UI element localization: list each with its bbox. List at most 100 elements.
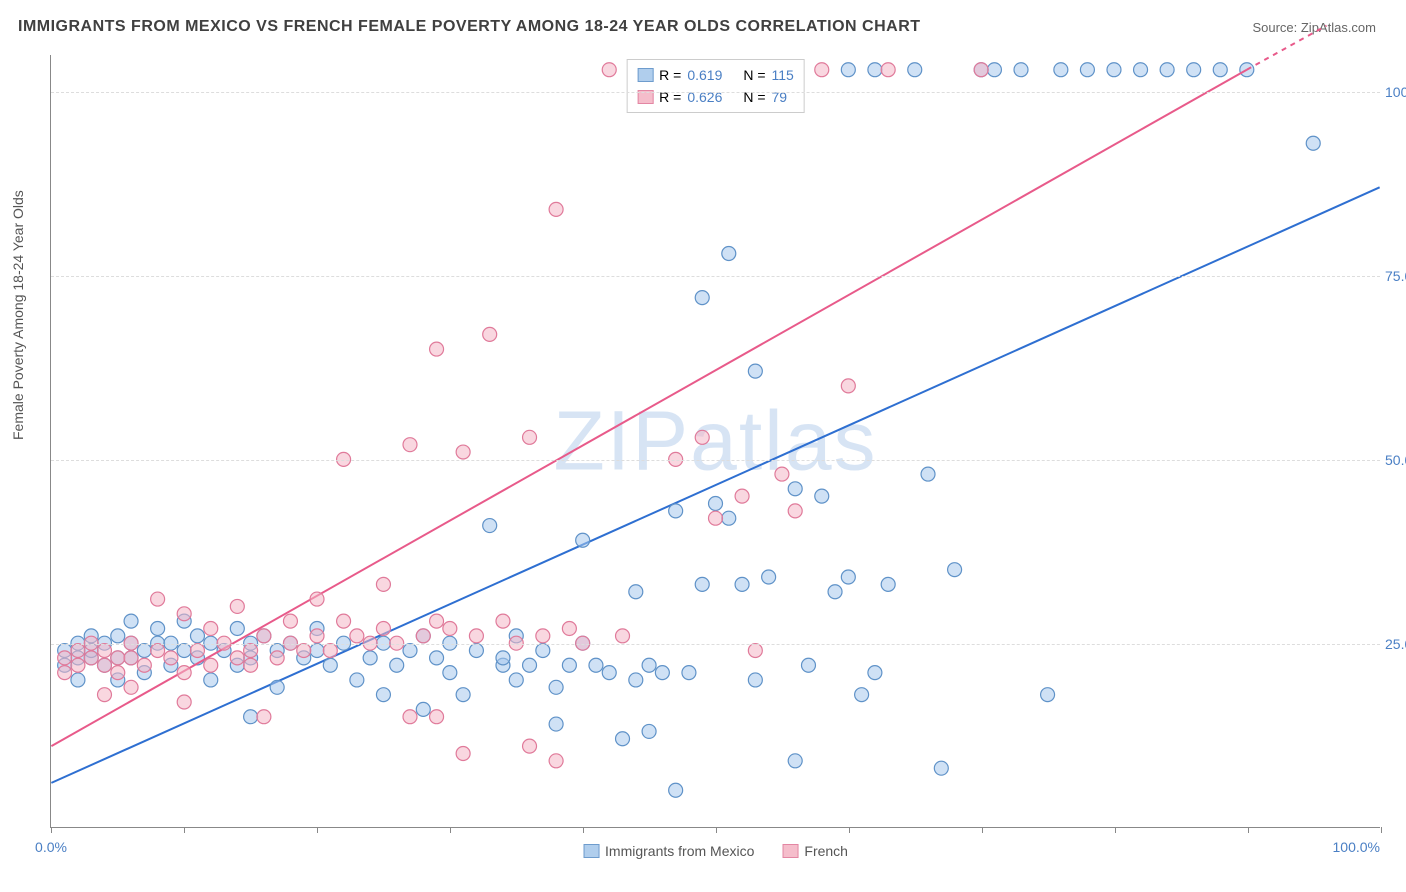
scatter-point (762, 570, 776, 584)
scatter-point (244, 644, 258, 658)
scatter-point (1306, 136, 1320, 150)
gridline-horizontal (51, 92, 1380, 93)
scatter-point (788, 482, 802, 496)
x-tick (317, 827, 318, 833)
gridline-horizontal (51, 644, 1380, 645)
scatter-point (536, 644, 550, 658)
scatter-point (403, 644, 417, 658)
scatter-point (124, 680, 138, 694)
scatter-point (523, 430, 537, 444)
scatter-point (788, 504, 802, 518)
scatter-point (1187, 63, 1201, 77)
scatter-point (443, 666, 457, 680)
scatter-point (111, 629, 125, 643)
scatter-point (71, 658, 85, 672)
scatter-point (124, 651, 138, 665)
x-tick (1381, 827, 1382, 833)
scatter-point (190, 629, 204, 643)
source-attribution: Source: ZipAtlas.com (1252, 20, 1376, 35)
scatter-point (602, 666, 616, 680)
scatter-point (815, 489, 829, 503)
scatter-point (137, 644, 151, 658)
scatter-point (921, 467, 935, 481)
scatter-point (430, 342, 444, 356)
scatter-point (310, 592, 324, 606)
scatter-point (1080, 63, 1094, 77)
legend-item-1: Immigrants from Mexico (583, 843, 754, 859)
scatter-point (177, 666, 191, 680)
scatter-point (1054, 63, 1068, 77)
scatter-point (456, 688, 470, 702)
scatter-point (549, 717, 563, 731)
scatter-point (549, 754, 563, 768)
scatter-point (244, 658, 258, 672)
n-label: N = (743, 86, 765, 108)
scatter-point (855, 688, 869, 702)
scatter-point (230, 651, 244, 665)
source-prefix: Source: (1252, 20, 1300, 35)
n-label: N = (743, 64, 765, 86)
scatter-point (801, 658, 815, 672)
y-tick-label: 100.0% (1385, 84, 1406, 100)
r-value-1: 0.619 (687, 64, 737, 86)
scatter-point (204, 673, 218, 687)
gridline-horizontal (51, 276, 1380, 277)
legend-swatch-bottom-1 (583, 844, 599, 858)
scatter-point (84, 651, 98, 665)
scatter-point (124, 614, 138, 628)
x-tick (849, 827, 850, 833)
r-label: R = (659, 64, 681, 86)
scatter-point (868, 63, 882, 77)
scatter-point (151, 644, 165, 658)
scatter-point (735, 489, 749, 503)
scatter-point (98, 688, 112, 702)
legend-row-series-2: R = 0.626 N = 79 (637, 86, 794, 108)
y-tick-label: 75.0% (1385, 268, 1406, 284)
scatter-point (722, 247, 736, 261)
scatter-point (841, 379, 855, 393)
scatter-point (655, 666, 669, 680)
legend-label-1: Immigrants from Mexico (605, 843, 754, 859)
x-axis-min-label: 0.0% (35, 839, 67, 855)
scatter-point (1041, 688, 1055, 702)
scatter-point (934, 761, 948, 775)
x-tick (1248, 827, 1249, 833)
scatter-point (722, 511, 736, 525)
scatter-point (204, 621, 218, 635)
scatter-point (430, 651, 444, 665)
scatter-point (111, 666, 125, 680)
y-tick-label: 50.0% (1385, 452, 1406, 468)
scatter-point (190, 644, 204, 658)
scatter-point (376, 577, 390, 591)
scatter-point (788, 754, 802, 768)
scatter-point (283, 614, 297, 628)
scatter-point (483, 519, 497, 533)
scatter-point (709, 511, 723, 525)
scatter-point (244, 710, 258, 724)
scatter-point (748, 673, 762, 687)
scatter-point (310, 644, 324, 658)
scatter-point (602, 63, 616, 77)
scatter-point (430, 710, 444, 724)
scatter-point (323, 644, 337, 658)
scatter-point (270, 651, 284, 665)
scatter-point (469, 629, 483, 643)
legend-item-2: French (782, 843, 848, 859)
scatter-point (416, 702, 430, 716)
x-tick (982, 827, 983, 833)
scatter-point (629, 673, 643, 687)
scatter-point (58, 666, 72, 680)
scatter-point (629, 585, 643, 599)
scatter-point (735, 577, 749, 591)
scatter-point (230, 621, 244, 635)
scatter-point (230, 599, 244, 613)
scatter-point (948, 563, 962, 577)
scatter-point (257, 629, 271, 643)
scatter-point (974, 63, 988, 77)
scatter-point (881, 577, 895, 591)
scatter-point (908, 63, 922, 77)
scatter-point (297, 644, 311, 658)
source-name: ZipAtlas.com (1301, 20, 1376, 35)
scatter-point (469, 644, 483, 658)
correlation-legend: R = 0.619 N = 115 R = 0.626 N = 79 (626, 59, 805, 113)
